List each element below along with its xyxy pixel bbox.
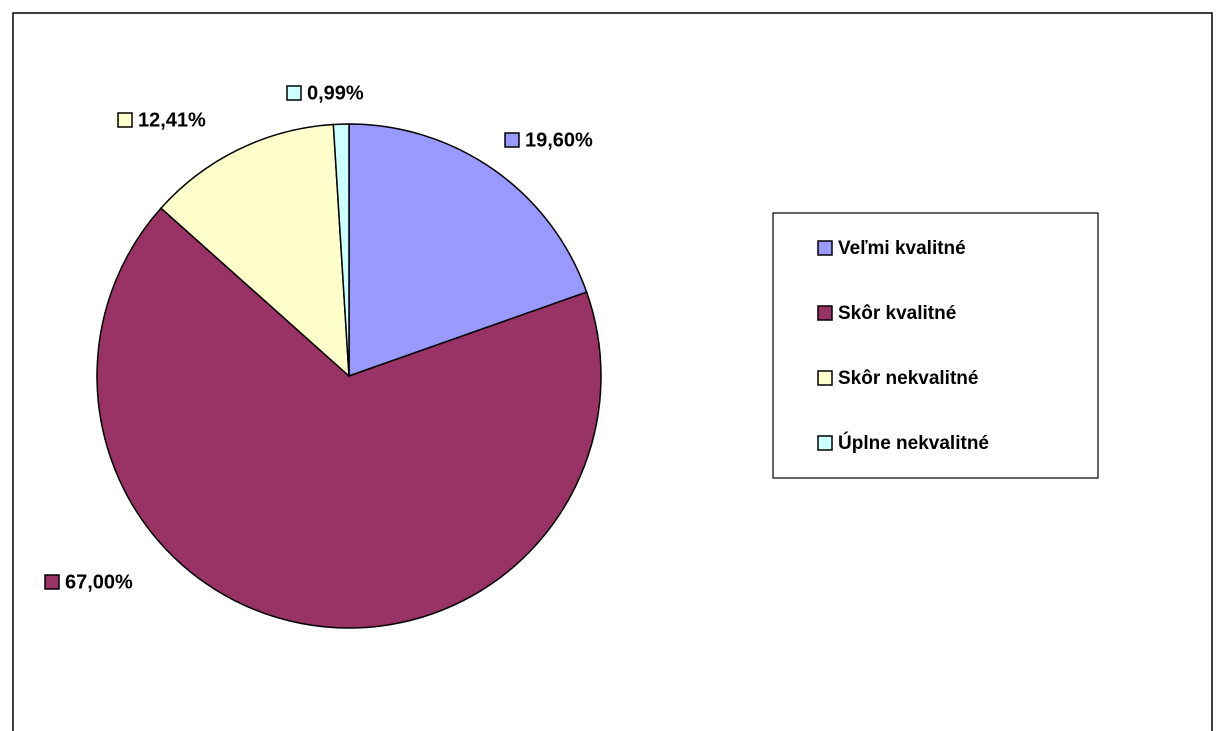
legend-label: Skôr kvalitné <box>838 303 956 324</box>
legend-box <box>772 212 1099 479</box>
pie-slice <box>159 123 350 378</box>
data-label: 0,99% <box>307 82 364 104</box>
legend-key <box>817 305 833 321</box>
legend-label: Veľmi kvalitné <box>838 238 966 259</box>
data-label: 12,41% <box>138 109 206 131</box>
label-key <box>117 112 133 128</box>
data-label: 19,60% <box>525 129 593 151</box>
legend-label: Úplne nekvalitné <box>838 432 989 454</box>
label-key <box>286 85 302 101</box>
legend-key <box>817 370 833 386</box>
legend-key <box>817 240 833 256</box>
legend-label: Skôr nekvalitné <box>838 368 978 389</box>
label-key <box>504 132 520 148</box>
label-key <box>44 574 60 590</box>
data-label: 67,00% <box>65 571 133 593</box>
pie-slice <box>332 123 350 377</box>
pie-slice <box>96 207 602 629</box>
legend-key <box>817 435 833 451</box>
